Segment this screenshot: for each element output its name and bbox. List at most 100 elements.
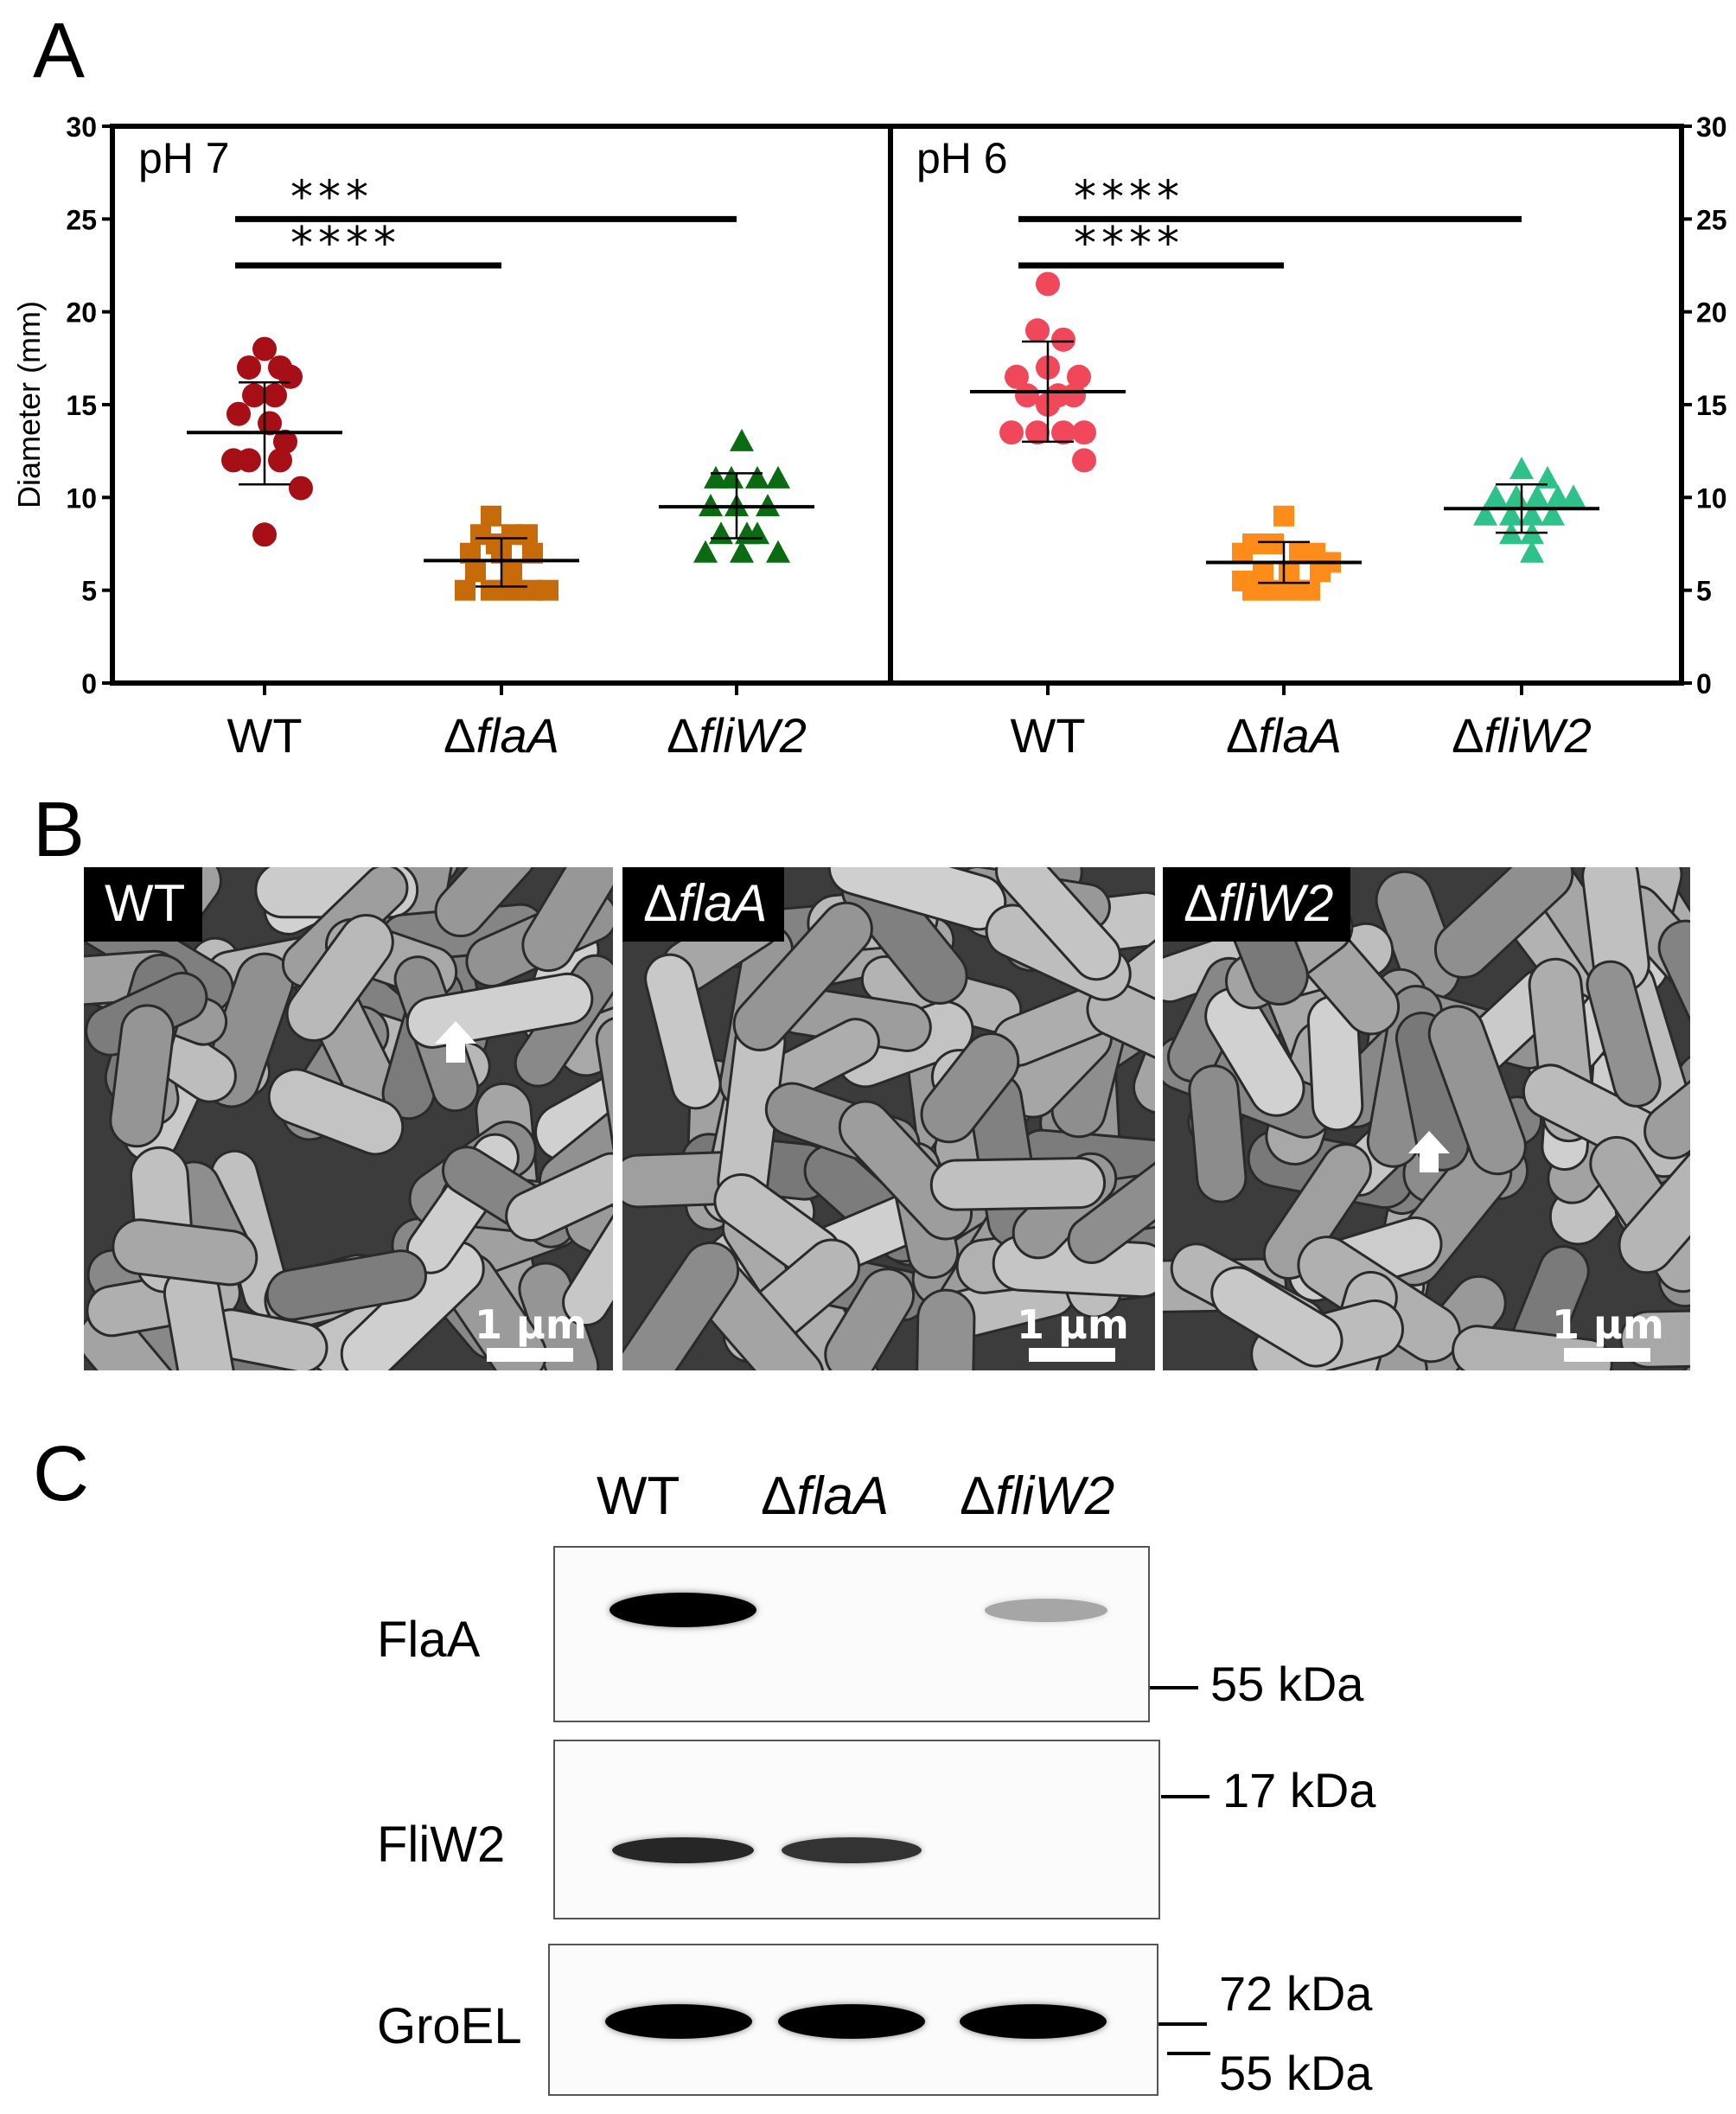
marker-tick — [1161, 1795, 1209, 1798]
lane-header-text: Δ — [960, 1466, 996, 1526]
marker-label: 72 kDa — [1219, 1966, 1373, 2021]
data-point — [1036, 271, 1060, 297]
blot-row-label: GroEL — [377, 1998, 522, 2054]
data-point — [1067, 364, 1091, 389]
panel-label-a: A — [33, 8, 86, 94]
y-tick-label-right: 10 — [1696, 482, 1727, 514]
data-point — [1232, 542, 1253, 564]
blot-band — [605, 2004, 752, 2039]
data-point — [1504, 484, 1529, 508]
data-point — [501, 579, 522, 601]
sem-label-italic: flaA — [678, 874, 768, 932]
data-point — [1310, 561, 1331, 583]
data-point — [1072, 448, 1096, 473]
data-point — [252, 336, 277, 361]
y-tick-label-left: 20 — [66, 297, 97, 329]
data-point — [227, 401, 251, 426]
data-point — [481, 505, 501, 527]
marker-tick — [1150, 1686, 1198, 1689]
data-point — [455, 579, 475, 601]
sem-label: ΔflaA — [622, 867, 785, 942]
data-point — [1025, 318, 1050, 343]
lane-header-text: Δ — [761, 1466, 797, 1526]
data-point — [745, 465, 769, 489]
x-tick-label: ΔflaA — [1226, 708, 1342, 763]
lane-header: ΔfliW2 — [960, 1470, 1114, 1523]
data-point — [1525, 484, 1549, 508]
x-tick-label: WT — [1010, 708, 1085, 763]
data-point — [1015, 383, 1039, 408]
y-axis-label: Diameter (mm) — [11, 301, 47, 508]
data-point — [693, 540, 718, 563]
data-point — [1273, 505, 1294, 527]
data-point — [1499, 502, 1523, 526]
y-tick-label-left: 25 — [66, 204, 97, 235]
data-point — [1561, 484, 1586, 508]
significance-label: **** — [1074, 171, 1184, 223]
y-tick-label-left: 5 — [81, 576, 97, 607]
data-point — [730, 428, 754, 451]
lane-header-italic: fliW2 — [995, 1466, 1115, 1526]
x-tick-label: ΔfliW2 — [667, 708, 807, 763]
data-point — [1520, 502, 1544, 526]
data-point — [538, 579, 558, 601]
sem-image: ΔfliW2 1 μm — [1163, 867, 1690, 1370]
lane-header-italic: flaA — [796, 1466, 890, 1526]
y-tick-label-left: 10 — [66, 482, 97, 514]
blot-band — [612, 1837, 754, 1863]
y-tick-label-left: 0 — [81, 668, 97, 699]
data-point — [273, 429, 297, 454]
significance-label: *** — [290, 171, 373, 223]
data-point — [1546, 484, 1570, 508]
blot-band — [984, 1598, 1108, 1622]
data-point — [704, 465, 728, 489]
x-tick-label: ΔfliW2 — [1452, 708, 1592, 763]
sem-label: WT — [84, 867, 203, 942]
data-point — [1279, 561, 1299, 583]
y-tick-label-right: 0 — [1696, 668, 1712, 699]
x-tick-label: ΔflaA — [444, 708, 559, 763]
lane-header: ΔflaA — [761, 1470, 889, 1523]
y-tick-label-right: 15 — [1696, 390, 1727, 421]
data-point — [1232, 570, 1253, 591]
marker-label: 55 kDa — [1210, 1657, 1364, 1711]
data-point — [517, 524, 538, 546]
data-point — [1025, 420, 1050, 445]
data-point — [766, 540, 790, 563]
sem-label-text: Δ — [1184, 874, 1219, 932]
y-tick-label-right: 25 — [1696, 204, 1727, 235]
bacteria-texture — [622, 867, 1155, 1370]
blot-band — [960, 2004, 1107, 2039]
y-tick-label-left: 30 — [66, 112, 97, 143]
blot-band — [610, 1593, 756, 1627]
scale-bar — [487, 1348, 573, 1362]
data-point — [242, 383, 266, 408]
scale-bar-label: 1 μm — [1017, 1301, 1129, 1348]
y-tick-label-left: 15 — [66, 390, 97, 421]
sem-label-text: WT — [105, 874, 186, 932]
data-point — [730, 540, 754, 563]
y-tick-label-right: 5 — [1696, 576, 1712, 607]
data-point — [1062, 383, 1086, 408]
blot-band — [778, 2004, 925, 2039]
blot-row-label: FlaA — [377, 1612, 481, 1668]
data-point — [999, 420, 1024, 445]
data-point — [237, 448, 261, 473]
data-point — [268, 448, 292, 473]
data-point — [1051, 420, 1075, 445]
data-point — [1509, 457, 1534, 480]
y-tick-label-right: 20 — [1696, 297, 1727, 329]
scale-bar-label: 1 μm — [475, 1301, 587, 1348]
scale-bar — [1564, 1348, 1650, 1362]
scale-bar — [1029, 1348, 1115, 1362]
marker-tick — [1158, 2022, 1207, 2026]
data-point — [252, 522, 277, 547]
scale-bar-label: 1 μm — [1552, 1301, 1664, 1348]
data-point — [719, 465, 744, 489]
arrow-icon — [1408, 1131, 1450, 1172]
lane-header-text: WT — [597, 1466, 680, 1526]
data-point — [481, 579, 501, 601]
data-point — [1051, 327, 1075, 352]
data-point — [465, 561, 486, 583]
scatter-chart: 0 5 10 15 20 25 30 0 5 10 15 20 25 30 Diameter (mm) pH … — [11, 112, 1727, 763]
